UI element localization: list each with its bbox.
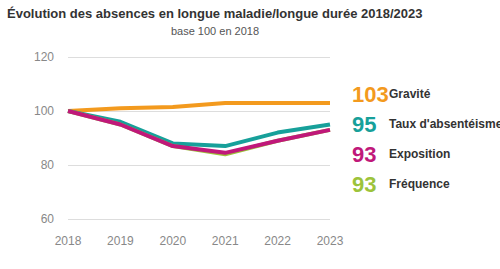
svg-text:93: 93 [352, 142, 376, 167]
svg-text:93: 93 [352, 172, 376, 197]
svg-text:2023: 2023 [317, 234, 344, 248]
svg-text:60: 60 [41, 212, 55, 226]
svg-text:80: 80 [41, 158, 55, 172]
svg-text:103: 103 [352, 82, 389, 107]
svg-text:100: 100 [34, 104, 54, 118]
svg-text:Fréquence: Fréquence [389, 177, 450, 191]
svg-text:95: 95 [352, 112, 376, 137]
svg-text:120: 120 [34, 50, 54, 64]
svg-text:base 100 en 2018: base 100 en 2018 [171, 25, 259, 37]
svg-text:2019: 2019 [107, 234, 134, 248]
svg-text:2020: 2020 [159, 234, 186, 248]
svg-text:Exposition: Exposition [389, 147, 450, 161]
svg-text:Gravité: Gravité [389, 87, 431, 101]
svg-text:2022: 2022 [264, 234, 291, 248]
svg-text:Taux d'absentéisme: Taux d'absentéisme [389, 117, 500, 131]
svg-text:Évolution des absences en long: Évolution des absences en longue maladie… [7, 6, 422, 21]
svg-text:2021: 2021 [212, 234, 239, 248]
svg-text:2018: 2018 [55, 234, 82, 248]
